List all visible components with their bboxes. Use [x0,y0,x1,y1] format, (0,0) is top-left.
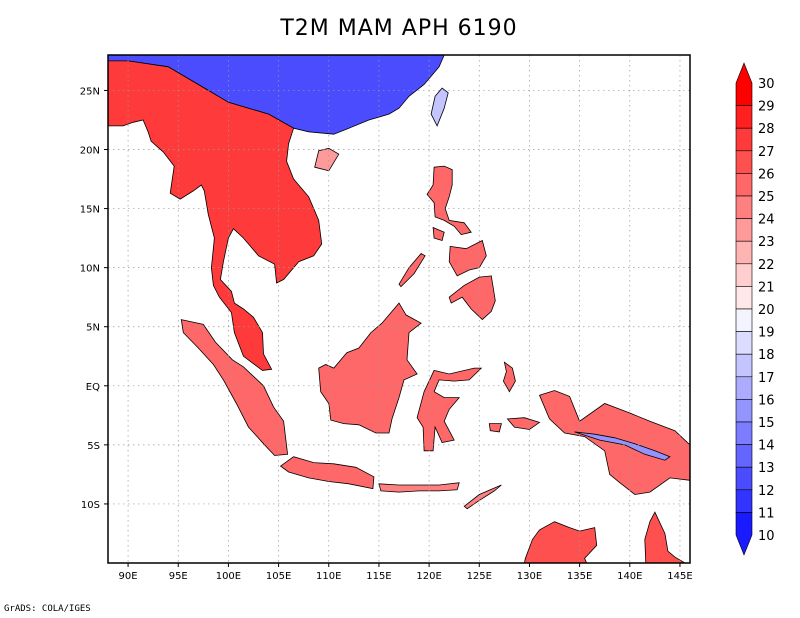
colorbar-swatch [735,308,753,332]
footer-credit: GrADS: COLA/IGES [4,604,91,614]
region-java [279,456,375,490]
region-mainland-se-asia [108,60,323,371]
colorbar-label: 15 [758,416,775,431]
colorbar-label: 24 [758,213,775,228]
region-hainan [314,147,340,172]
colorbar-swatch [735,263,753,287]
colorbar-label: 18 [758,348,775,363]
plot-border [107,54,691,564]
colorbar-label: 27 [758,145,775,160]
lon-tick-label: 95E [169,571,188,582]
grid-lines [108,55,690,563]
region-sumatra [180,319,289,456]
colorbar-label: 25 [758,190,775,205]
axis-ticks: 90E 95E 100E 105E 110E 115E 120E 125E 130E 135E 14… [80,86,693,582]
colorbar-label: 29 [758,100,775,115]
region-cape-york [644,511,686,563]
region-palawan [398,252,426,288]
colorbar-label: 12 [758,484,775,499]
region-sulawesi [416,367,483,452]
colorbar-label: 19 [758,326,775,341]
region-halmahera [502,361,516,393]
colorbar-label: 11 [758,506,775,521]
region-new-guinea-highlands [574,431,671,461]
colorbar-label: 20 [758,303,775,318]
region-mindanao [448,275,496,321]
colorbar-label: 30 [758,77,775,92]
lon-tick-label: 135E [567,571,592,582]
lat-tick-label: 10N [80,264,100,275]
lon-tick-label: 140E [617,571,642,582]
colorbar-swatch [735,489,753,513]
colorbar-swatch [735,105,753,129]
region-timor [463,484,502,510]
lon-tick-label: 130E [517,571,542,582]
colorbar-swatch [735,399,753,423]
colorbar-top-arrow [735,62,753,106]
colorbar-swatch [735,331,753,355]
lat-tick-label: 20N [80,146,100,157]
region-luzon [426,165,472,236]
region-australia-north [523,521,598,563]
colorbar-swatch [735,173,753,197]
colorbar-swatch [735,218,753,242]
lon-tick-label: 115E [366,571,391,582]
region-buru [488,423,502,433]
colorbar-swatch [735,353,753,378]
lat-tick-label: EQ [86,382,100,393]
lat-tick-label: 15N [80,205,100,216]
colorbar-swatch [735,240,753,265]
colorbar-label: 14 [758,439,775,454]
lat-tick-label: 5N [86,323,100,334]
colorbar-swatch [735,286,753,310]
lat-tick-label: 25N [80,86,100,97]
colorbar-label: 13 [758,461,775,476]
colorbar-label: 21 [758,280,775,295]
colorbar-label: 10 [758,529,775,544]
colorbar-swatch [735,195,753,219]
colorbar-swatch [735,444,753,468]
colorbar-swatch [735,466,753,491]
lat-tick-label: 10S [81,500,100,511]
lon-tick-label: 105E [266,571,291,582]
colorbar-label: 22 [758,258,775,273]
region-nusa-tenggara [378,482,460,493]
colorbar-label: 23 [758,235,775,250]
lat-tick-label: 5S [87,441,100,452]
colorbar-swatch [735,150,753,174]
colorbar-swatch [735,376,753,400]
map-title: T2M MAM APH 6190 [280,16,518,41]
region-mindoro [432,226,445,242]
colorbar-bottom-arrow [735,512,753,556]
colorbar: 30 29 28 27 26 25 24 23 22 21 20 19 18 17 16 15 14 13 12 11… [735,62,775,556]
land-layer [108,55,690,563]
colorbar-swatch [735,421,753,445]
colorbar-label: 28 [758,122,775,137]
region-seram [506,417,541,430]
lon-tick-label: 125E [467,571,492,582]
region-taiwan [430,87,449,127]
colorbar-swatch [735,127,753,152]
colorbar-label: 17 [758,371,775,386]
lon-tick-label: 110E [316,571,341,582]
lon-tick-label: 145E [667,571,692,582]
lon-tick-label: 100E [216,571,241,582]
lon-tick-label: 90E [119,571,138,582]
lon-tick-label: 120E [416,571,441,582]
colorbar-label: 16 [758,393,775,408]
region-borneo [318,302,422,434]
colorbar-label: 26 [758,167,775,182]
